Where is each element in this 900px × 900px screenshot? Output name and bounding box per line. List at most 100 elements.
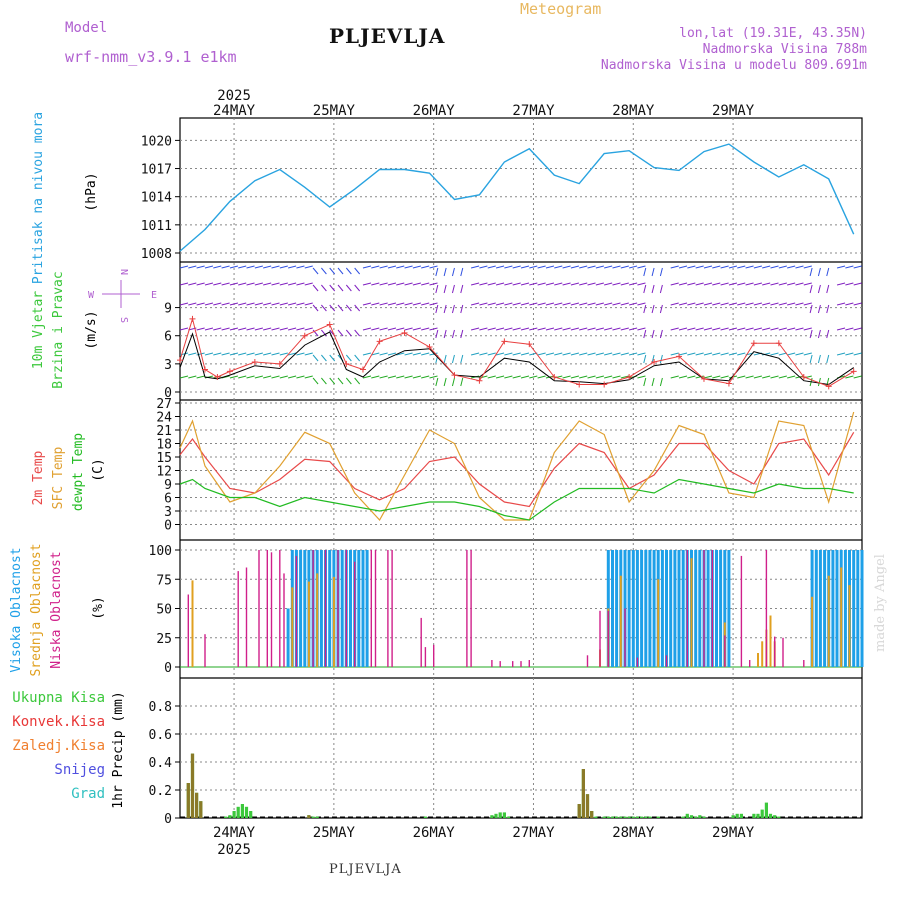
wind-arrow [629, 327, 638, 331]
wind-arrow [429, 282, 438, 286]
wind-arrow [826, 354, 830, 364]
wind-arrow [396, 352, 405, 356]
wind-arrow [271, 352, 280, 356]
wind-arrow [787, 352, 796, 356]
total-precip-bar [490, 815, 494, 818]
wind-arrow [487, 282, 496, 286]
low-cloud-bar [374, 550, 377, 667]
wind-arrow [435, 377, 439, 387]
y-tick-label: 0.8 [149, 700, 172, 715]
day-label-bottom: 29MAY [712, 825, 755, 841]
lowcloud-axis-label: Niska Oblacnost [49, 551, 64, 668]
wind-gust-marker [359, 366, 366, 373]
wind-arrow [443, 329, 447, 339]
wind-arrow [460, 267, 464, 277]
wind-arrow [809, 329, 813, 339]
wind-arrow [221, 282, 230, 286]
low-cloud-bar [345, 550, 347, 667]
wind-arrow [188, 375, 197, 379]
wind-arrow [354, 377, 361, 385]
high-cloud-bar [723, 550, 727, 667]
wind-arrow [354, 304, 361, 312]
high-cloud-bar [823, 550, 827, 667]
y-tick-label: 9 [164, 302, 172, 317]
model-altitude-label: Nadmorska Visina u modelu 809.691m [600, 58, 867, 73]
low-cloud-bar [520, 661, 522, 667]
wind-arrow [770, 302, 779, 306]
total-precip-bar [635, 816, 639, 818]
wind-arrows [179, 265, 862, 387]
wind-arrow [712, 375, 721, 379]
total-precip-bar [773, 815, 777, 818]
wind-arrow [778, 302, 787, 306]
wind-arrow [460, 354, 464, 364]
wind-arrow [753, 327, 762, 331]
year-label-top: 2025 [217, 88, 251, 104]
mid-cloud-bar [761, 641, 764, 667]
wind-arrow [604, 282, 613, 286]
high-cloud-bar [286, 608, 290, 667]
low-cloud-bar [499, 661, 501, 667]
wind-arrow [745, 282, 754, 286]
wind-arrow [545, 352, 555, 356]
wind-arrow [587, 265, 596, 269]
wind-arrow [836, 265, 846, 269]
wind-arrow [263, 352, 272, 356]
wind-arrow [179, 265, 189, 269]
wind-arrow [288, 327, 297, 331]
compass-north: N [118, 269, 129, 275]
wind-arrow [720, 302, 729, 306]
wind-arrow [853, 265, 862, 269]
wind-arrow [479, 327, 488, 331]
wind-arrow [836, 302, 846, 306]
wind-arrow [845, 375, 854, 379]
wind-arrow [687, 265, 696, 269]
wind-arrow [678, 302, 688, 306]
mid-cloud-bar [316, 573, 319, 667]
wind-arrow [853, 282, 862, 286]
y-tick-label: 21 [156, 424, 172, 439]
wind-arrow [620, 282, 629, 286]
wind-arrow [279, 375, 288, 379]
low-cloud-bar [711, 550, 713, 667]
wind-arrow [809, 267, 813, 277]
wind-arrow [254, 327, 263, 331]
wind-arrow [204, 327, 214, 331]
wind-arrow [271, 375, 280, 379]
wind-arrow [479, 282, 488, 286]
wind-arrow [537, 302, 546, 306]
wind-arrow [429, 327, 438, 331]
total-precip-bar [735, 813, 739, 818]
y-tick-label: 50 [156, 603, 172, 618]
wind-arrow [443, 284, 447, 294]
wind-arrow [612, 302, 621, 306]
total-precip-bar [681, 816, 685, 818]
wind-arrow [643, 377, 647, 387]
total-precip-bar [602, 816, 606, 818]
wind-arrow [329, 284, 336, 292]
wind-arrow [554, 327, 563, 331]
y-tick-label: 6 [164, 492, 172, 507]
low-cloud-bar [512, 661, 514, 667]
wind-arrow [629, 352, 638, 356]
wind-arrow [695, 375, 704, 379]
wind-arrow [421, 282, 430, 286]
wind-arrow [404, 352, 413, 356]
wind-arrow [487, 375, 496, 379]
wind-arrow [179, 375, 189, 379]
wind-arrow [412, 327, 421, 331]
wind-arrow [695, 302, 704, 306]
wind-arrow [604, 265, 613, 269]
wind-gust-marker [401, 329, 408, 336]
wind-arrow [803, 327, 812, 331]
wind-arrow [678, 352, 688, 356]
wind-arrow [371, 302, 380, 306]
wind-arrow [803, 302, 812, 306]
wind-arrow [545, 282, 555, 286]
wind-arrow [254, 352, 263, 356]
mid-cloud-bar [332, 576, 335, 667]
wind-arrow [803, 282, 812, 286]
wind-arrow [629, 282, 638, 286]
day-label-bottom: 28MAY [612, 825, 655, 841]
wind-arrow [703, 375, 713, 379]
